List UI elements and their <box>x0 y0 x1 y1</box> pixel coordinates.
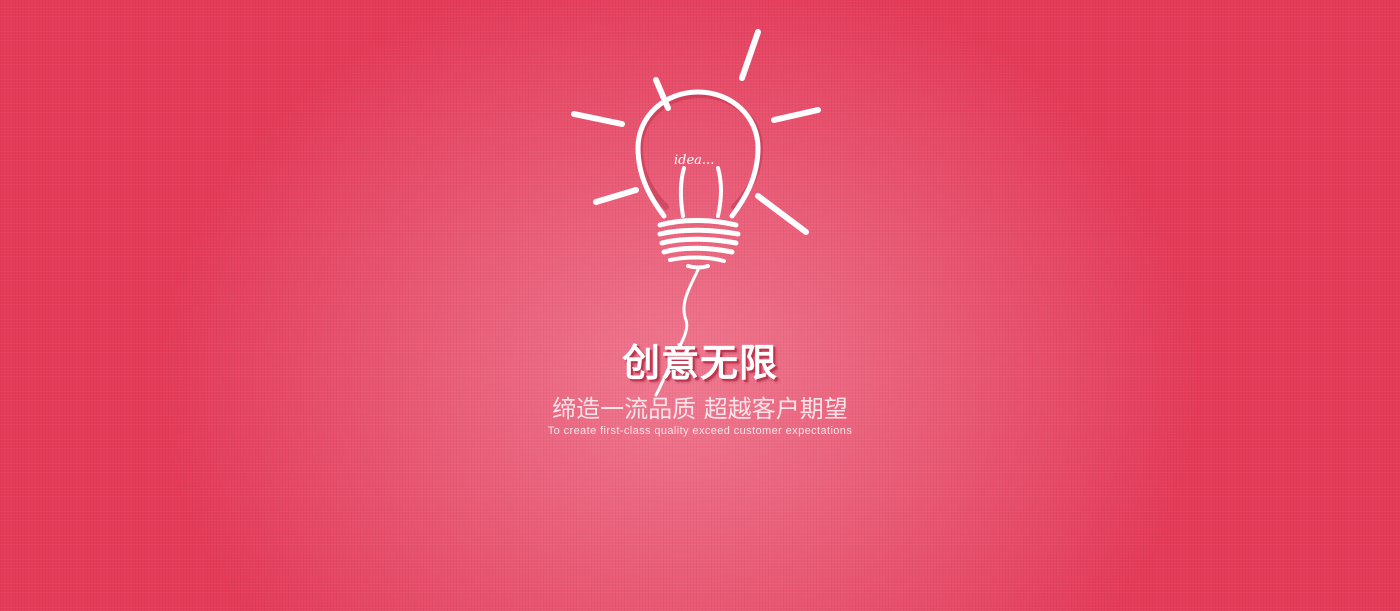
subheadline: 缔造一流品质 超越客户期望 <box>552 395 848 423</box>
bulb-idea-label: idea... <box>674 153 714 168</box>
english-tagline: To create first-class quality exceed cus… <box>547 425 853 437</box>
lightbulb-icon: idea... <box>571 29 821 397</box>
headline: 创意无限 <box>621 341 778 385</box>
